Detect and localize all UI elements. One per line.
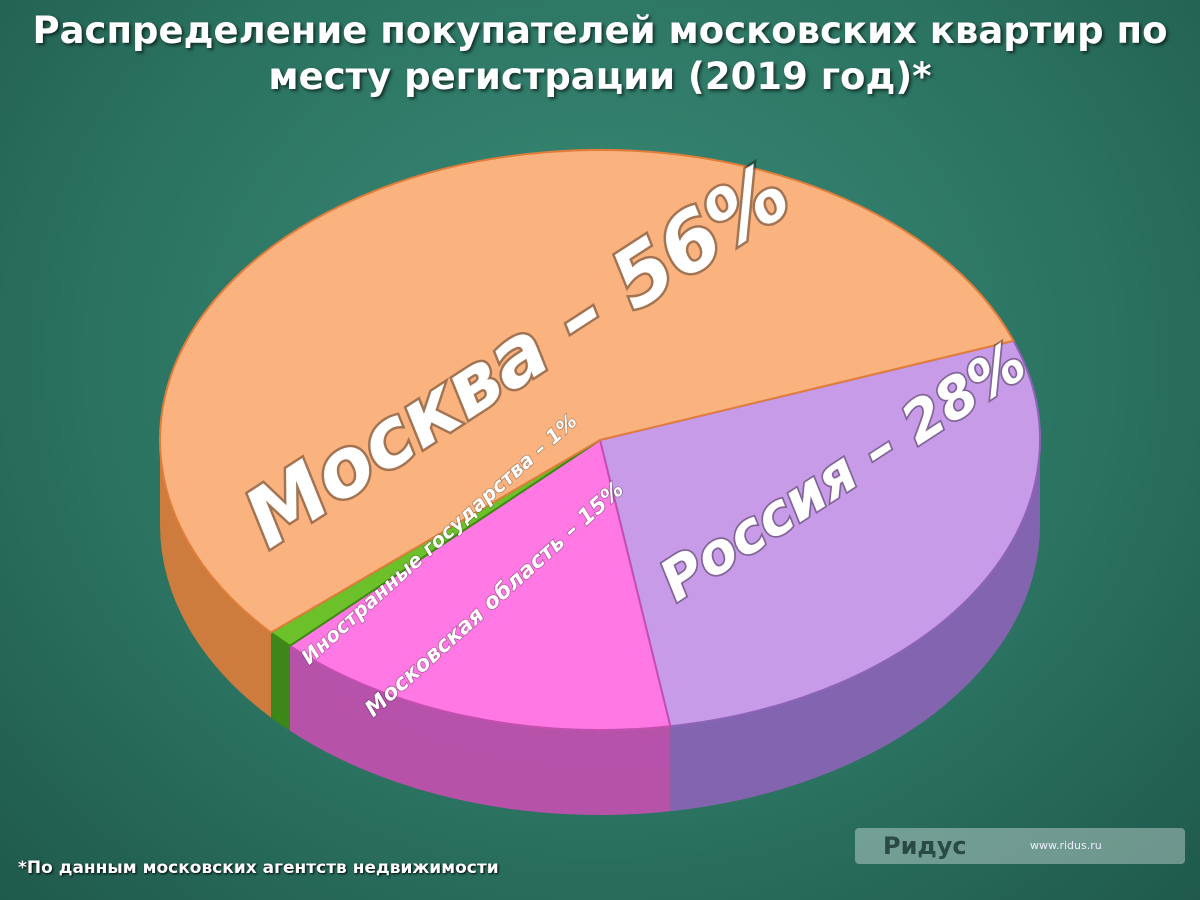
slice: [288, 438, 672, 731]
slice-side: [270, 632, 290, 731]
slice-side: [160, 440, 271, 718]
slice-side: [670, 440, 1040, 812]
watermark-name: Ридус: [883, 832, 967, 860]
chart-title: Распределение покупателей московских ква…: [32, 9, 1168, 98]
watermark: Ридус www.ridus.ru: [855, 828, 1185, 864]
watermark-url: www.ridus.ru: [1030, 839, 1102, 852]
slice: [598, 339, 1041, 728]
slice: [159, 148, 1015, 634]
footnote: *По данным московских агентств недвижимо…: [18, 858, 499, 878]
slice-side: [289, 645, 671, 816]
